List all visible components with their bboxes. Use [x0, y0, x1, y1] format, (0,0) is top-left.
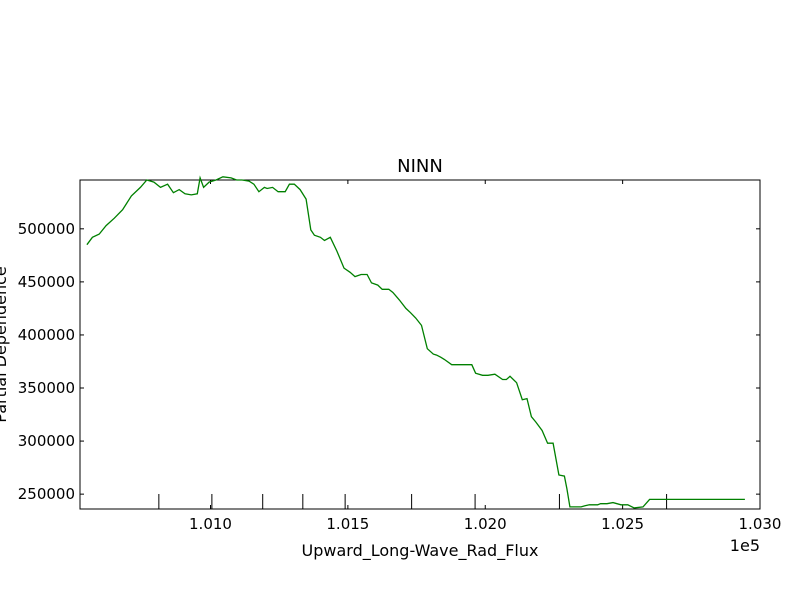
x-tick-label: 1.030	[739, 515, 782, 533]
y-axis-ticks: 250000 300000 350000 400000 450000 500000	[18, 220, 760, 503]
y-tick-label: 250000	[18, 485, 75, 503]
x-tick-label: 1.025	[601, 515, 644, 533]
y-tick-label: 350000	[18, 379, 75, 397]
y-tick-label: 500000	[18, 220, 75, 238]
x-axis-offset-label: 1e5	[730, 536, 760, 555]
y-tick-label: 450000	[18, 273, 75, 291]
chart-title: NINN	[397, 156, 443, 177]
series-line	[86, 175, 745, 509]
y-axis-label: Partial Dependence	[0, 266, 10, 422]
x-axis-label: Upward_Long-Wave_Rad_Flux	[302, 541, 539, 561]
rug-ticks	[158, 494, 668, 509]
y-tick-label: 400000	[18, 326, 75, 344]
x-tick-label: 1.015	[326, 515, 369, 533]
y-tick-label: 300000	[18, 432, 75, 450]
x-tick-label: 1.010	[189, 515, 232, 533]
x-axis-ticks: 1.010 1.015 1.020 1.025 1.030	[189, 180, 781, 533]
x-tick-label: 1.020	[464, 515, 507, 533]
plot-area	[79, 179, 761, 510]
